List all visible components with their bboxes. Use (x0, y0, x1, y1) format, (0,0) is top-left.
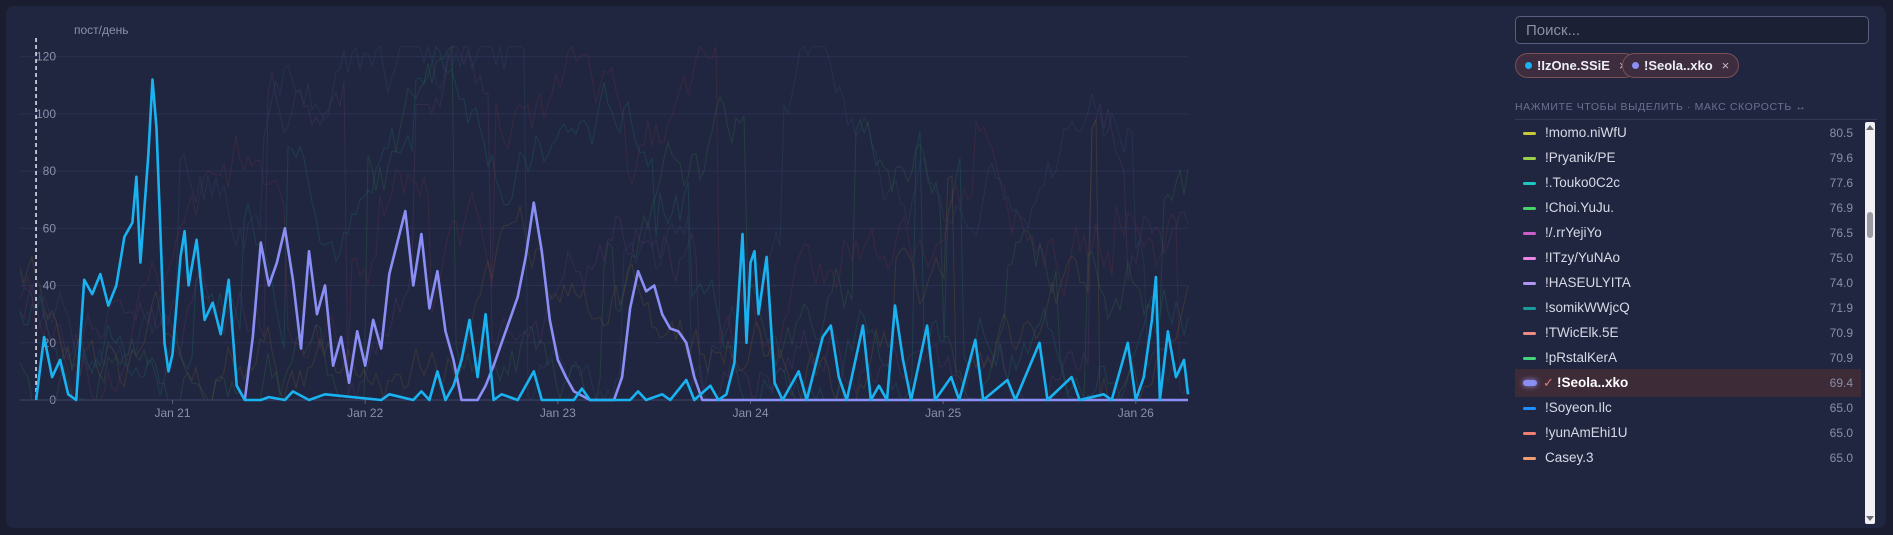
series-max-speed: 79.6 (1829, 151, 1853, 165)
close-icon[interactable]: × (1721, 58, 1730, 73)
series-swatch (1523, 207, 1536, 210)
series-list-item[interactable]: !ITzy/YuNAo 75.0 (1515, 244, 1861, 272)
series-max-speed: 65.0 (1829, 401, 1853, 415)
check-icon: ✓ (1543, 375, 1554, 390)
chip-label: !IzOne.SSiE (1537, 58, 1610, 73)
series-name: !Choi.YuJu. (1545, 200, 1615, 215)
series-name: !TWicElk.5E (1545, 325, 1619, 340)
grid (20, 56, 1188, 401)
series-swatch (1523, 380, 1537, 386)
series-line-seola (243, 201, 1188, 402)
series-name: !/.rrYejiYo (1545, 225, 1602, 240)
series-swatch (1523, 407, 1536, 410)
series-list-item[interactable]: ✓ !Seola..xko 69.4 (1515, 369, 1861, 397)
series-swatch (1523, 232, 1536, 235)
series-name: !Soyeon.Ilc (1545, 400, 1612, 415)
x-tick-label: Jan 21 (155, 406, 191, 420)
series-name: !Seola..xko (1557, 375, 1629, 390)
background-series-line (19, 45, 1189, 401)
list-hint: НАЖМИТЕ ЧТОБЫ ВЫДЕЛИТЬ · МАКС СКОРОСТЬ ↔ (1515, 101, 1807, 113)
series-list-item[interactable]: !yunAmEhi1U 65.0 (1515, 419, 1861, 447)
series-max-speed: 71.9 (1829, 301, 1853, 315)
series-swatch (1523, 182, 1536, 185)
series-max-speed: 80.5 (1829, 126, 1853, 140)
series-sidebar: !IzOne.SSiE × !Seola..xko × НАЖМИТЕ ЧТОБ… (1508, 6, 1886, 528)
y-tick-label: 80 (43, 164, 57, 178)
y-tick-label: 40 (43, 279, 57, 293)
series-max-speed: 75.0 (1829, 251, 1853, 265)
series-name: !.Touko0C2c (1545, 175, 1621, 190)
series-list-item[interactable]: !HASEULYITA 74.0 (1515, 269, 1861, 297)
series-name: !momo.niWfU (1545, 125, 1627, 140)
series-max-speed: 65.0 (1829, 451, 1853, 465)
background-series-line (19, 45, 1189, 402)
series-max-speed: 76.9 (1829, 201, 1853, 215)
series-swatch (1523, 357, 1536, 360)
series-name: !HASEULYITA (1545, 275, 1631, 290)
y-axis-label: пост/день (74, 23, 129, 37)
background-series-line (19, 46, 1189, 401)
series-max-speed: 65.0 (1829, 426, 1853, 440)
series-swatch (1523, 332, 1536, 335)
scroll-up-icon[interactable] (1866, 125, 1874, 130)
series-list-item[interactable]: !.Touko0C2c 77.6 (1515, 169, 1861, 197)
background-series (19, 44, 1189, 402)
scrollbar-thumb[interactable] (1867, 212, 1873, 238)
divider (1515, 119, 1877, 120)
selected-chip-seola[interactable]: !Seola..xko × (1622, 53, 1740, 78)
series-name: !ITzy/YuNAo (1545, 250, 1621, 265)
series-list-item[interactable]: !momo.niWfU 80.5 (1515, 122, 1861, 147)
series-name: !yunAmEhi1U (1545, 425, 1628, 440)
series-list-item[interactable]: !Choi.YuJu. 76.9 (1515, 194, 1861, 222)
background-series-line (19, 118, 1189, 402)
selected-chip-izone[interactable]: !IzOne.SSiE × (1515, 53, 1637, 78)
series-name: Casey.3 (1545, 450, 1594, 465)
x-tick-label: Jan 26 (1118, 406, 1154, 420)
series-list-item[interactable]: !TWicElk.5E 70.9 (1515, 319, 1861, 347)
series-list-item[interactable]: !Soyeon.Ilc 65.0 (1515, 394, 1861, 422)
series-list-item[interactable]: Casey.3 65.0 (1515, 444, 1861, 472)
series-list-item[interactable]: !Pryanik/PE 79.6 (1515, 144, 1861, 172)
x-tick-label: Jan 25 (925, 406, 961, 420)
series-max-speed: 77.6 (1829, 176, 1853, 190)
y-tick-label: 100 (36, 107, 56, 121)
series-max-speed: 70.9 (1829, 351, 1853, 365)
series-lines (34, 78, 1190, 402)
series-list-item[interactable]: !pRstalKerA 70.9 (1515, 344, 1861, 372)
search-input[interactable] (1515, 16, 1869, 44)
x-tick-label: Jan 24 (732, 406, 768, 420)
series-swatch (1523, 132, 1536, 135)
scroll-down-icon[interactable] (1866, 516, 1874, 521)
series-list: !momo.niWfU 80.5 !Pryanik/PE 79.6 !.Touko0C2… (1515, 122, 1861, 524)
x-tick-label: Jan 22 (347, 406, 383, 420)
series-name: !somikWWjcQ (1545, 300, 1630, 315)
series-name: !pRstalKerA (1545, 350, 1618, 365)
scrollbar[interactable] (1865, 122, 1875, 524)
chip-label: !Seola..xko (1644, 58, 1713, 73)
series-max-speed: 69.4 (1829, 376, 1853, 390)
series-max-speed: 74.0 (1829, 276, 1853, 290)
series-name: !Pryanik/PE (1545, 150, 1616, 165)
series-swatch (1523, 457, 1536, 460)
series-color-dot (1632, 62, 1639, 69)
background-series-line (19, 44, 1189, 402)
x-tick-label: Jan 23 (540, 406, 576, 420)
series-max-speed: 70.9 (1829, 326, 1853, 340)
series-swatch (1523, 257, 1536, 260)
series-swatch (1523, 157, 1536, 160)
y-tick-label: 60 (43, 221, 57, 235)
chart-panel: 0 20 40 60 80 100 120 Jan 21 Jan 22 Jan 23 Jan 24 J… (6, 6, 1886, 528)
series-list-item[interactable]: !somikWWjcQ 71.9 (1515, 294, 1861, 322)
y-tick-label: 120 (36, 50, 56, 64)
series-swatch (1523, 432, 1536, 435)
series-swatch (1523, 282, 1536, 285)
background-series-line (19, 45, 1189, 401)
series-color-dot (1525, 62, 1532, 69)
series-line-izone (34, 78, 1190, 402)
series-max-speed: 76.5 (1829, 226, 1853, 240)
series-list-item[interactable]: !/.rrYejiYo 76.5 (1515, 219, 1861, 247)
series-swatch (1523, 307, 1536, 310)
